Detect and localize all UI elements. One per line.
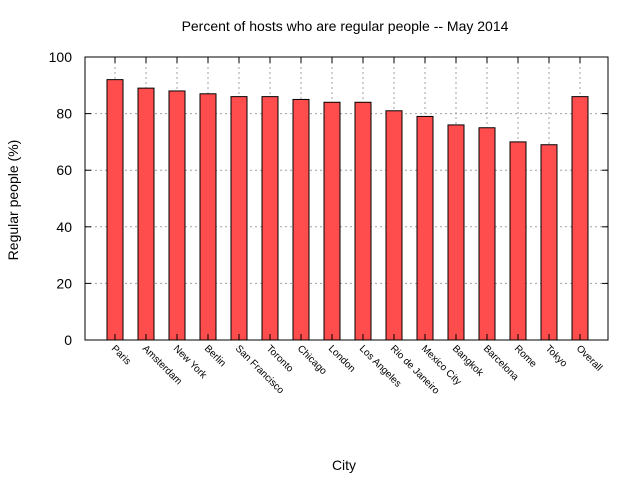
bar [106, 79, 124, 341]
y-tick-label: 40 [56, 219, 72, 235]
chart-title: Percent of hosts who are regular people … [182, 18, 509, 34]
plot-frame [84, 56, 609, 341]
y-axis-label: Regular people (%) [5, 140, 21, 261]
x-tick-label: Berlin [202, 343, 228, 369]
bar [509, 141, 527, 341]
bar [478, 127, 496, 341]
x-tick-label: Overall [574, 343, 604, 373]
bars [106, 79, 589, 341]
y-tick-label: 20 [56, 275, 72, 291]
y-tick-label: 100 [49, 49, 73, 65]
x-tick-label: London [326, 343, 357, 374]
x-axis-label: City [332, 457, 356, 473]
bar [354, 101, 372, 341]
y-tick-label: 80 [56, 106, 72, 122]
bar [571, 96, 589, 341]
bar [261, 96, 279, 341]
x-tick-label: Tokyo [543, 343, 570, 370]
bar [230, 96, 248, 341]
bar [292, 98, 310, 341]
bar [447, 124, 465, 341]
y-tick-label: 60 [56, 162, 72, 178]
y-axis-ticks: 0 20 40 60 80 100 [49, 49, 608, 348]
bar [416, 115, 434, 341]
bar [168, 90, 186, 341]
bar [540, 144, 558, 341]
x-tick-label: Rome [512, 343, 539, 370]
x-tick-label: Paris [109, 343, 133, 367]
x-tick-label: Chicago [295, 343, 329, 377]
y-tick-label: 0 [64, 332, 72, 348]
gridlines [85, 57, 608, 340]
bar [323, 101, 341, 341]
bar [385, 110, 403, 341]
bar [199, 93, 217, 341]
bar [137, 87, 155, 341]
